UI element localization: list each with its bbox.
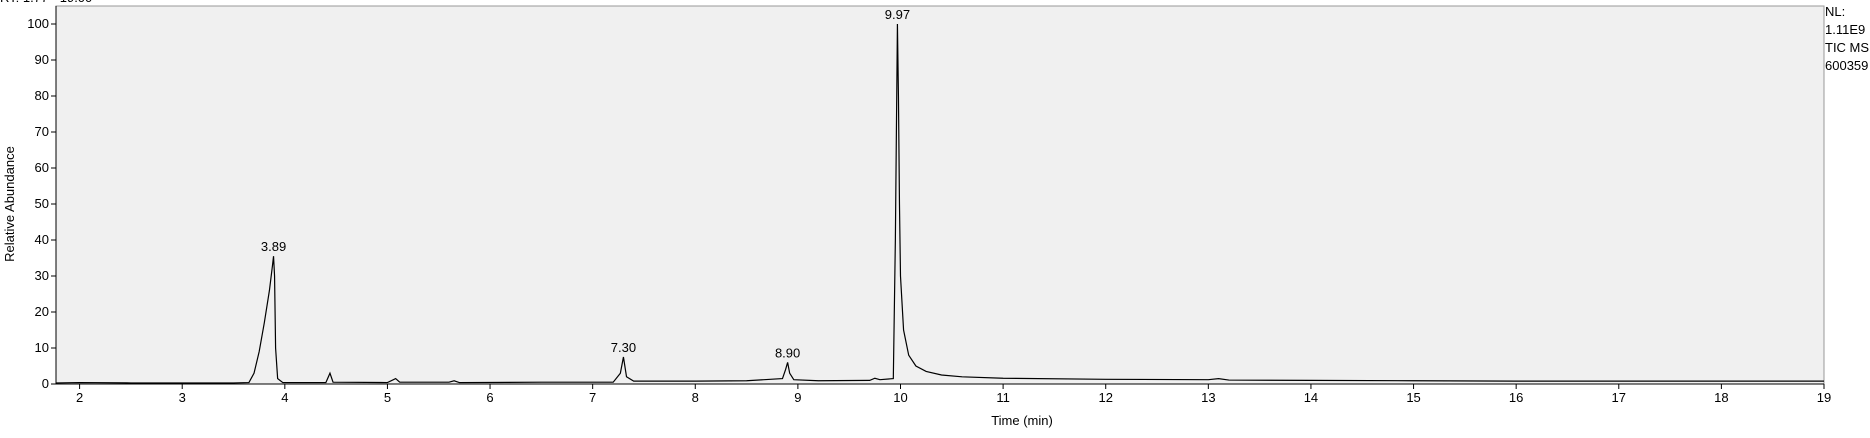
y-tick-label: 10 — [35, 340, 49, 355]
y-tick-label: 0 — [42, 376, 49, 391]
side-text: TIC MS — [1825, 40, 1869, 55]
y-tick-label: 60 — [35, 160, 49, 175]
x-tick-label: 17 — [1612, 390, 1626, 405]
x-tick-label: 7 — [589, 390, 596, 405]
x-tick-label: 2 — [76, 390, 83, 405]
side-text: 600359 — [1825, 58, 1868, 73]
x-tick-label: 16 — [1509, 390, 1523, 405]
x-tick-label: 10 — [893, 390, 907, 405]
y-tick-label: 100 — [27, 16, 49, 31]
x-tick-label: 15 — [1406, 390, 1420, 405]
peak-label: 9.97 — [885, 7, 910, 22]
x-tick-label: 18 — [1714, 390, 1728, 405]
y-tick-label: 70 — [35, 124, 49, 139]
y-tick-label: 50 — [35, 196, 49, 211]
y-tick-label: 90 — [35, 52, 49, 67]
y-tick-label: 20 — [35, 304, 49, 319]
x-tick-label: 4 — [281, 390, 288, 405]
x-tick-label: 5 — [384, 390, 391, 405]
x-tick-label: 6 — [486, 390, 493, 405]
y-tick-label: 80 — [35, 88, 49, 103]
plot-area — [55, 5, 1825, 385]
x-tick-label: 19 — [1817, 390, 1831, 405]
side-text: 1.11E9 — [1825, 22, 1865, 37]
chromatogram-line — [55, 23, 1824, 384]
x-tick-label: 3 — [179, 390, 186, 405]
peak-label: 7.30 — [611, 340, 636, 355]
x-tick-label: 13 — [1201, 390, 1215, 405]
y-tick-label: 40 — [35, 232, 49, 247]
x-tick-label: 11 — [996, 390, 1010, 405]
peak-label: 8.90 — [775, 345, 800, 360]
x-tick-label: 12 — [1098, 390, 1112, 405]
peak-label: 3.89 — [261, 239, 286, 254]
x-axis-label: Time (min) — [991, 413, 1053, 428]
header-text: RT: 1.77 - 19.00 — [0, 0, 92, 5]
y-tick-label: 30 — [35, 268, 49, 283]
x-tick-label: 14 — [1304, 390, 1318, 405]
x-tick-label: 8 — [692, 390, 699, 405]
x-tick-label: 9 — [794, 390, 801, 405]
y-axis-label: Relative Abundance — [2, 146, 17, 262]
side-text: NL: — [1825, 4, 1845, 19]
